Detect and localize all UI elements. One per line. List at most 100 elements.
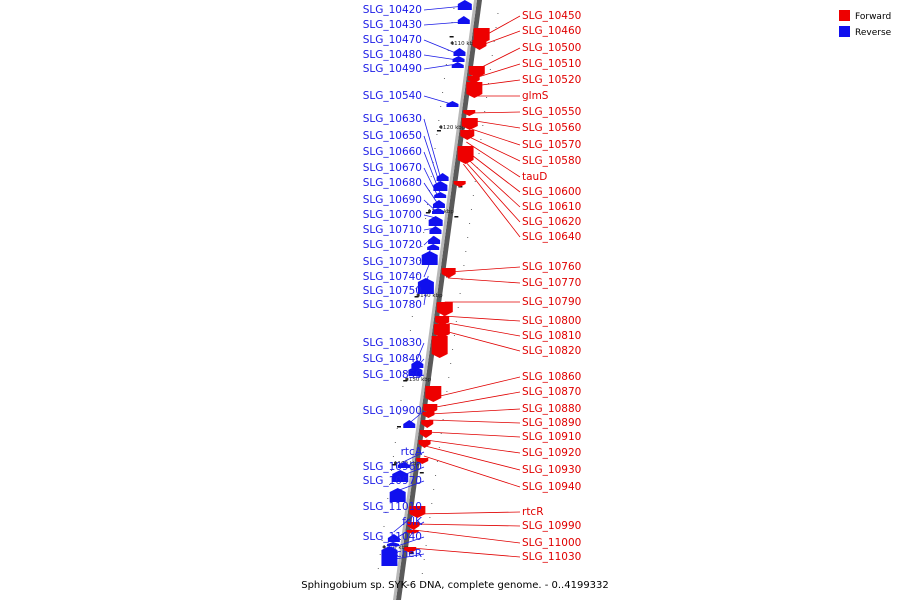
forward-gene-label[interactable]: tauD <box>522 171 547 183</box>
forward-gene-feature[interactable] <box>457 146 474 164</box>
forward-gene-feature[interactable] <box>416 458 429 464</box>
reverse-gene-label[interactable]: SLG_10780 <box>363 299 422 311</box>
reverse-gene-feature[interactable] <box>436 173 449 181</box>
reverse-gene-label[interactable]: rtcA <box>401 446 423 458</box>
reverse-gene-label[interactable]: SLG_10650 <box>363 130 422 142</box>
reverse-gene-label[interactable]: SLG_10660 <box>363 146 422 158</box>
reverse-gene-label[interactable]: cheR <box>396 548 422 560</box>
reverse-gene-label[interactable]: SLG_10970 <box>363 475 422 487</box>
forward-gene-feature[interactable] <box>409 506 426 518</box>
forward-gene-label[interactable]: SLG_10560 <box>522 122 581 134</box>
forward-gene-label[interactable]: SLG_10520 <box>522 74 581 86</box>
forward-gene-label[interactable]: glmS <box>522 90 549 102</box>
reverse-gene-feature[interactable] <box>428 236 441 244</box>
reverse-gene-feature[interactable] <box>389 488 406 502</box>
reverse-gene-feature[interactable] <box>428 216 443 226</box>
reverse-gene-label[interactable]: SLG_10850 <box>363 369 422 381</box>
reverse-gene-feature[interactable] <box>452 56 465 62</box>
reverse-gene-label[interactable]: SLG_10540 <box>363 90 422 102</box>
forward-gene-label[interactable]: SLG_10920 <box>522 447 581 459</box>
forward-gene-feature[interactable] <box>425 386 442 402</box>
reverse-gene-label[interactable]: SLG_10480 <box>363 49 422 61</box>
forward-gene-feature[interactable] <box>468 66 485 78</box>
reverse-gene-feature[interactable] <box>432 208 445 214</box>
forward-gene-feature[interactable] <box>419 430 432 438</box>
reverse-gene-label[interactable]: SLG_10750 <box>363 285 422 297</box>
forward-gene-label[interactable]: SLG_10790 <box>522 296 581 308</box>
forward-gene-feature[interactable] <box>436 302 453 316</box>
reverse-gene-feature[interactable] <box>433 181 448 191</box>
reverse-gene-feature[interactable] <box>457 16 470 24</box>
reverse-gene-label[interactable]: SLG_10830 <box>363 337 422 349</box>
reverse-gene-label[interactable]: SLG_10710 <box>363 224 422 236</box>
reverse-gene-label[interactable]: SLG_10960 <box>363 461 422 473</box>
forward-gene-feature[interactable] <box>406 530 419 534</box>
reverse-gene-feature[interactable] <box>457 0 472 10</box>
forward-gene-label[interactable]: SLG_10930 <box>522 464 581 476</box>
forward-gene-label[interactable]: SLG_10940 <box>522 481 581 493</box>
reverse-gene-label[interactable]: folK <box>402 516 423 528</box>
reverse-gene-feature[interactable] <box>427 244 440 250</box>
reverse-gene-label[interactable]: SLG_10720 <box>363 239 422 251</box>
forward-gene-label[interactable]: SLG_10460 <box>522 25 581 37</box>
forward-gene-label[interactable]: SLG_10620 <box>522 216 581 228</box>
forward-gene-label[interactable]: SLG_10990 <box>522 520 581 532</box>
reverse-gene-label[interactable]: SLG_10900 <box>363 405 422 417</box>
reverse-gene-feature[interactable] <box>387 534 400 542</box>
reverse-gene-label[interactable]: SLG_10680 <box>363 177 422 189</box>
forward-gene-label[interactable]: SLG_10640 <box>522 231 581 243</box>
reverse-gene-feature[interactable] <box>417 278 434 294</box>
reverse-gene-feature[interactable] <box>408 366 423 376</box>
forward-gene-feature[interactable] <box>463 110 476 116</box>
forward-gene-feature[interactable] <box>441 268 456 278</box>
forward-gene-feature[interactable] <box>418 440 431 448</box>
forward-gene-label[interactable]: SLG_10910 <box>522 431 581 443</box>
forward-gene-feature[interactable] <box>431 336 448 358</box>
reverse-gene-label[interactable]: SLG_10840 <box>363 353 422 365</box>
reverse-gene-feature[interactable] <box>421 251 438 265</box>
forward-gene-label[interactable]: SLG_11030 <box>522 551 581 563</box>
forward-gene-feature[interactable] <box>433 324 450 338</box>
reverse-gene-label[interactable]: SLG_11010 <box>363 501 422 513</box>
forward-gene-label[interactable]: SLG_10770 <box>522 277 581 289</box>
reverse-gene-feature[interactable] <box>387 542 400 546</box>
reverse-gene-feature[interactable] <box>411 360 424 368</box>
reverse-gene-label[interactable]: SLG_10670 <box>363 162 422 174</box>
forward-gene-feature[interactable] <box>407 522 420 530</box>
reverse-gene-feature[interactable] <box>453 48 466 56</box>
forward-gene-label[interactable]: SLG_10500 <box>522 42 581 54</box>
reverse-gene-label[interactable]: SLG_10730 <box>363 256 422 268</box>
reverse-gene-label[interactable]: SLG_10740 <box>363 271 422 283</box>
forward-gene-feature[interactable] <box>460 130 475 140</box>
forward-gene-label[interactable]: SLG_10610 <box>522 201 581 213</box>
forward-gene-label[interactable]: SLG_10550 <box>522 106 581 118</box>
reverse-gene-feature[interactable] <box>451 62 464 68</box>
reverse-gene-label[interactable]: SLG_10630 <box>363 113 422 125</box>
forward-gene-label[interactable]: rtcR <box>522 506 544 518</box>
forward-gene-label[interactable]: SLG_10600 <box>522 186 581 198</box>
forward-gene-feature[interactable] <box>404 547 417 553</box>
forward-gene-feature[interactable] <box>421 420 434 428</box>
forward-gene-label[interactable]: SLG_10880 <box>522 403 581 415</box>
forward-gene-label[interactable]: SLG_10510 <box>522 58 581 70</box>
forward-gene-feature[interactable] <box>435 316 450 326</box>
reverse-gene-feature[interactable] <box>434 192 447 198</box>
reverse-gene-feature[interactable] <box>403 420 416 428</box>
forward-gene-label[interactable]: SLG_10580 <box>522 155 581 167</box>
forward-gene-label[interactable]: SLG_10570 <box>522 139 581 151</box>
forward-gene-label[interactable]: SLG_10890 <box>522 417 581 429</box>
reverse-gene-label[interactable]: SLG_10470 <box>363 34 422 46</box>
forward-gene-feature[interactable] <box>472 40 487 50</box>
reverse-gene-feature[interactable] <box>381 546 398 566</box>
forward-gene-feature[interactable] <box>453 181 466 187</box>
forward-gene-feature[interactable] <box>461 118 478 130</box>
reverse-gene-label[interactable]: SLG_10700 <box>363 209 422 221</box>
reverse-gene-feature[interactable] <box>432 200 445 208</box>
forward-gene-label[interactable]: SLG_10810 <box>522 330 581 342</box>
reverse-gene-label[interactable]: SLG_10490 <box>363 63 422 75</box>
reverse-gene-label[interactable]: SLG_10420 <box>363 4 422 16</box>
reverse-gene-feature[interactable] <box>446 101 459 107</box>
reverse-gene-label[interactable]: SLG_10690 <box>363 194 422 206</box>
reverse-gene-feature[interactable] <box>429 226 442 234</box>
forward-gene-label[interactable]: SLG_10760 <box>522 261 581 273</box>
